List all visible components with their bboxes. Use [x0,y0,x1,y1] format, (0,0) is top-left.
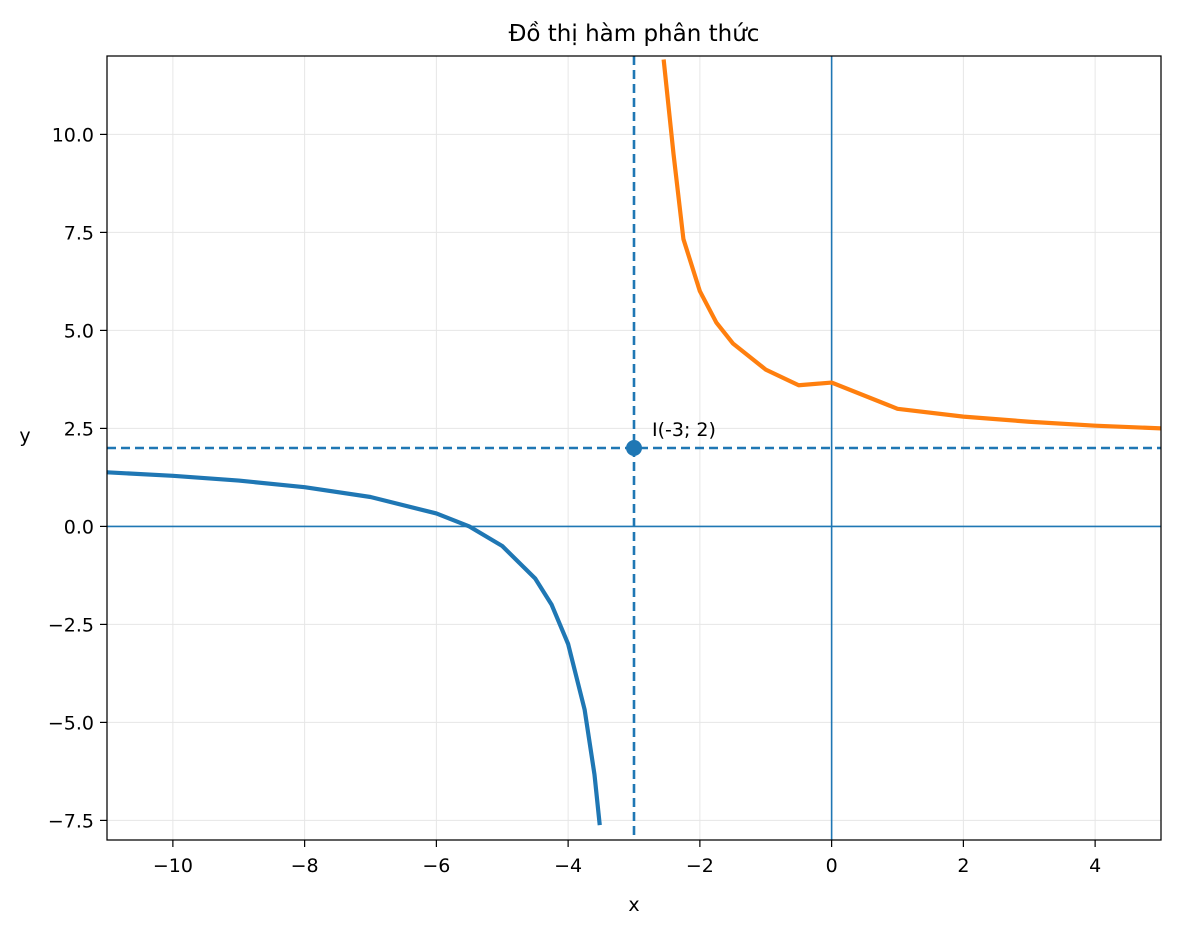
center-point-label: I(-3; 2) [652,419,716,441]
curve-right-branch [661,59,1161,431]
y-tick-label-6: 7.5 [64,222,94,244]
center-point-marker [626,440,642,456]
x-tick-label-6: 2 [957,855,969,877]
x-ticks: −10 −8 −6 −4 −2 0 2 4 [153,840,1101,877]
plot-frame [106,55,1162,841]
y-tick-label-4: 2.5 [64,418,94,440]
x-tick-label-7: 4 [1089,855,1101,877]
plot-area [107,56,1161,840]
y-axis-label: y [19,425,30,447]
x-tick-label-0: −10 [153,855,193,877]
y-ticks: −7.5 −5.0 −2.5 0.0 2.5 5.0 7.5 10.0 [48,124,107,832]
y-tick-label-7: 10.0 [52,124,94,146]
y-tick-label-1: −5.0 [48,712,94,734]
x-tick-label-4: −2 [686,855,714,877]
annotations: I(-3; 2) [626,419,716,456]
y-tick-label-2: −2.5 [48,614,94,636]
y-tick-label-5: 5.0 [64,320,94,342]
y-tick-label-3: 0.0 [64,516,94,538]
y-tick-label-0: −7.5 [48,810,94,832]
curve-left-branch [107,470,602,826]
chart-title: Đồ thị hàm phân thức [509,21,760,47]
x-tick-label-2: −6 [422,855,450,877]
x-tick-label-1: −8 [291,855,319,877]
x-tick-label-5: 0 [826,855,838,877]
x-tick-label-3: −4 [554,855,582,877]
x-axis-label: x [628,894,639,916]
